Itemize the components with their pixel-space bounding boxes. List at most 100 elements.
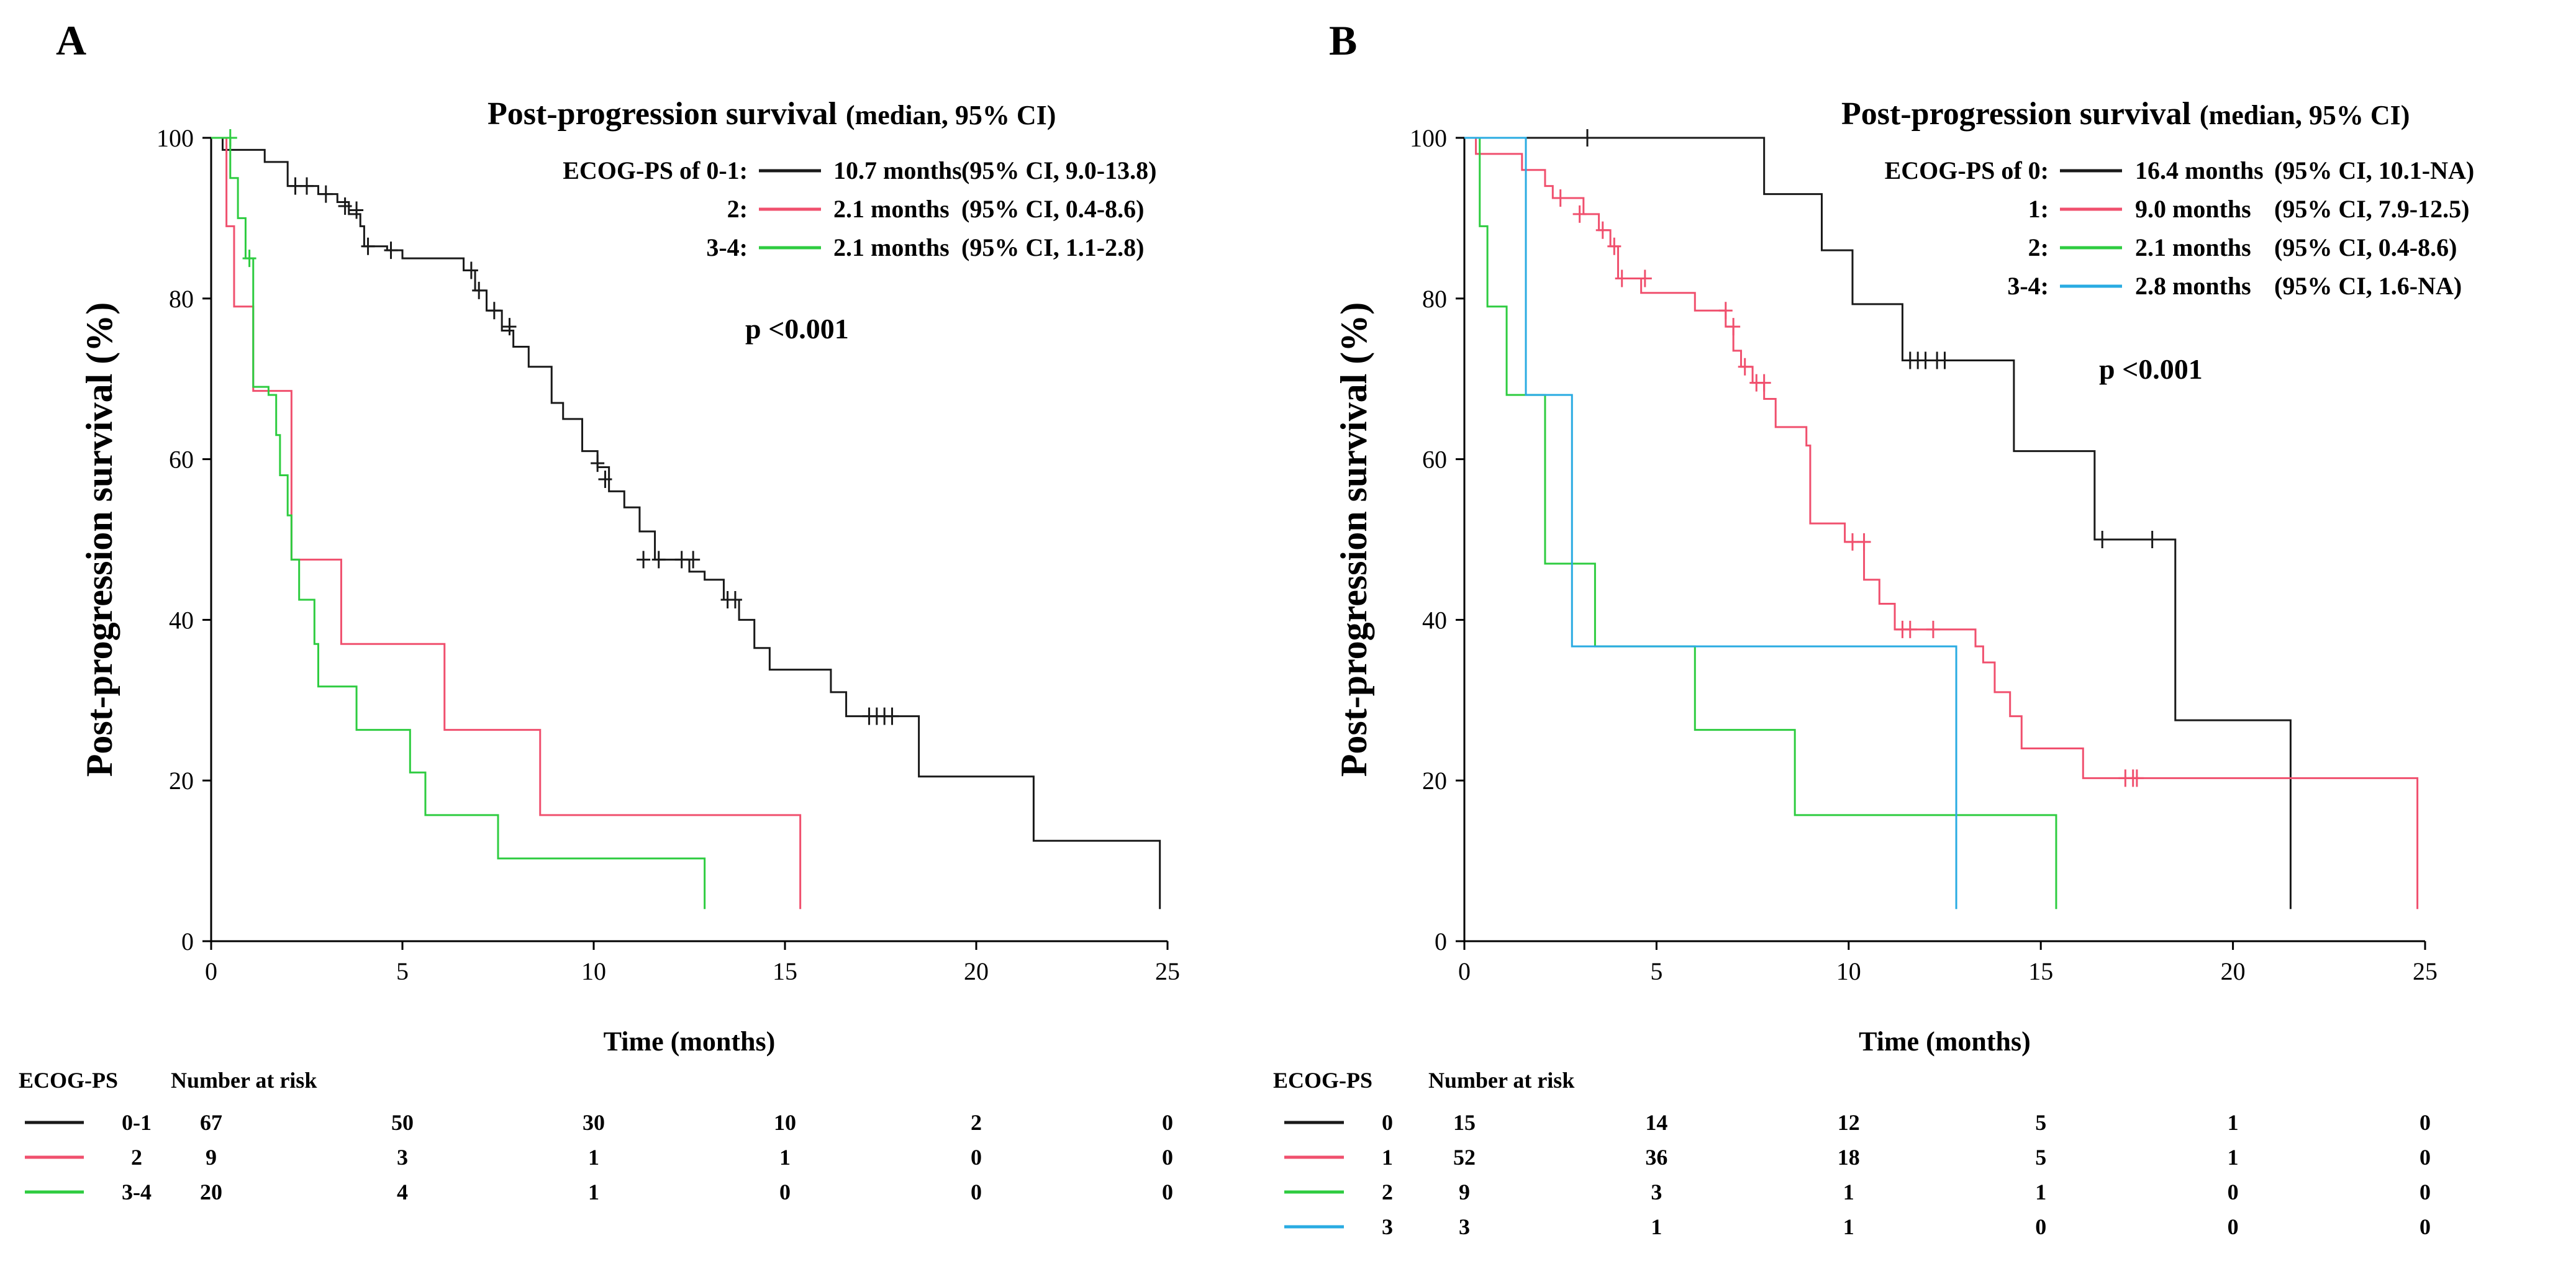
- risk-count: 15: [1453, 1110, 1476, 1135]
- risk-row-label: 0-1: [122, 1110, 152, 1135]
- x-tick-label: 15: [2028, 957, 2053, 985]
- chart-title-main: Post-progression survival: [488, 96, 837, 132]
- panel-B: B Post-progression survival (median, 95% C…: [1273, 17, 2474, 1239]
- censor-mark: [1918, 351, 1933, 369]
- legend-ci: (95% CI, 1.6-NA): [2274, 272, 2462, 300]
- legend-median: 9.0 months: [2135, 195, 2251, 223]
- risk-count: 0: [2228, 1180, 2239, 1204]
- legend-median: 2.1 months: [833, 233, 950, 261]
- censor-mark: [464, 261, 478, 279]
- censor-mark: [885, 707, 899, 725]
- censor-mark: [1738, 358, 1752, 376]
- risk-count: 18: [1838, 1145, 1860, 1170]
- chart-title-note: (median, 95% CI): [846, 100, 1056, 130]
- x-tick-label: 10: [1836, 957, 1861, 985]
- risk-count: 3: [1459, 1214, 1470, 1239]
- legend-label: 3-4:: [706, 233, 748, 261]
- legend-label: 1:: [2028, 195, 2049, 223]
- x-tick-label: 5: [396, 957, 409, 985]
- risk-count: 0: [2035, 1214, 2046, 1239]
- risk-row-label: 3-4: [122, 1180, 152, 1204]
- km-curve: [1464, 137, 2292, 910]
- risk-row-label: 2: [1382, 1180, 1393, 1204]
- risk-count: 0: [1162, 1145, 1173, 1170]
- y-tick-label: 0: [181, 928, 194, 955]
- panel-A: A Post-progression survival (median, 95% C…: [19, 17, 1180, 1204]
- risk-count: 10: [774, 1110, 796, 1135]
- y-tick-label: 80: [169, 285, 194, 313]
- risk-count: 5: [2035, 1110, 2046, 1135]
- censor-mark: [1857, 533, 1871, 551]
- censor-mark: [637, 551, 651, 569]
- legend-label: ECOG-PS of 0:: [1885, 156, 2049, 184]
- legend-median: 2.1 months: [833, 195, 950, 223]
- risk-count: 3: [397, 1145, 408, 1170]
- risk-count: 1: [1843, 1214, 1854, 1239]
- series-3-4: [211, 129, 706, 910]
- y-tick-label: 60: [1422, 446, 1447, 474]
- panel-letter: A: [56, 17, 86, 64]
- risk-count: 20: [200, 1180, 222, 1204]
- censor-mark: [1903, 620, 1917, 638]
- legend-ci: (95% CI, 9.0-13.8): [961, 156, 1156, 184]
- risk-header-group: ECOG-PS: [1273, 1068, 1372, 1093]
- risk-count: 1: [1651, 1214, 1662, 1239]
- risk-count: 0: [2420, 1180, 2431, 1204]
- censor-mark: [338, 197, 352, 215]
- censor-mark: [487, 302, 501, 320]
- censor-mark: [591, 454, 605, 472]
- series-1: [1464, 137, 2419, 910]
- risk-count: 5: [2035, 1145, 2046, 1170]
- km-curve: [1464, 137, 1957, 910]
- risk-count: 9: [1459, 1180, 1470, 1204]
- risk-count: 1: [779, 1145, 791, 1170]
- risk-count: 0: [2228, 1214, 2239, 1239]
- x-axis-label: Time (months): [604, 1026, 776, 1057]
- km-curve: [211, 137, 1161, 910]
- censor-mark: [288, 177, 302, 195]
- censor-mark: [1938, 351, 1952, 369]
- y-tick-label: 60: [169, 446, 194, 474]
- censor-mark: [300, 177, 314, 195]
- legend-ci: (95% CI, 0.4-8.6): [2274, 233, 2457, 261]
- censor-mark: [1757, 374, 1771, 392]
- legend-median: 10.7 months: [833, 156, 962, 184]
- risk-header-number: Number at risk: [1428, 1068, 1574, 1093]
- risk-count: 0: [1162, 1110, 1173, 1135]
- censor-mark: [350, 201, 364, 219]
- chart-title-note: (median, 95% CI): [2200, 100, 2410, 130]
- series-0: [1464, 129, 2292, 910]
- legend-median: 2.8 months: [2135, 272, 2251, 300]
- censor-mark: [2145, 531, 2159, 548]
- risk-count: 36: [1645, 1145, 1667, 1170]
- p-value: p <0.001: [745, 313, 849, 345]
- chart-title: Post-progression survival (median, 95% CI…: [488, 96, 1056, 132]
- legend-ci: (95% CI, 0.4-8.6): [961, 195, 1144, 223]
- legend-label: 2:: [727, 195, 748, 223]
- censor-mark: [728, 591, 742, 609]
- censor-mark: [674, 551, 689, 569]
- censor-mark: [1572, 205, 1587, 223]
- censor-mark: [223, 129, 237, 147]
- km-curve: [1464, 137, 2057, 910]
- risk-row-label: 0: [1382, 1110, 1393, 1135]
- y-tick-label: 40: [169, 606, 194, 634]
- x-tick-label: 20: [2221, 957, 2246, 985]
- risk-count: 4: [397, 1180, 408, 1204]
- x-axis-label: Time (months): [1859, 1026, 2031, 1057]
- risk-header-group: ECOG-PS: [19, 1068, 118, 1093]
- censor-mark: [1607, 237, 1621, 255]
- x-tick-label: 25: [2413, 957, 2438, 985]
- risk-row-label: 3: [1382, 1214, 1393, 1239]
- x-tick-label: 0: [1458, 957, 1471, 985]
- legend-ci: (95% CI, 1.1-2.8): [961, 233, 1144, 261]
- risk-count: 1: [588, 1180, 599, 1204]
- x-tick-label: 20: [964, 957, 989, 985]
- risk-count: 1: [2035, 1180, 2046, 1204]
- censor-mark: [1845, 533, 1859, 551]
- censor-mark: [2095, 531, 2110, 548]
- censor-mark: [502, 318, 517, 336]
- risk-count: 3: [1651, 1180, 1662, 1204]
- censor-mark: [598, 470, 612, 488]
- risk-count: 12: [1838, 1110, 1860, 1135]
